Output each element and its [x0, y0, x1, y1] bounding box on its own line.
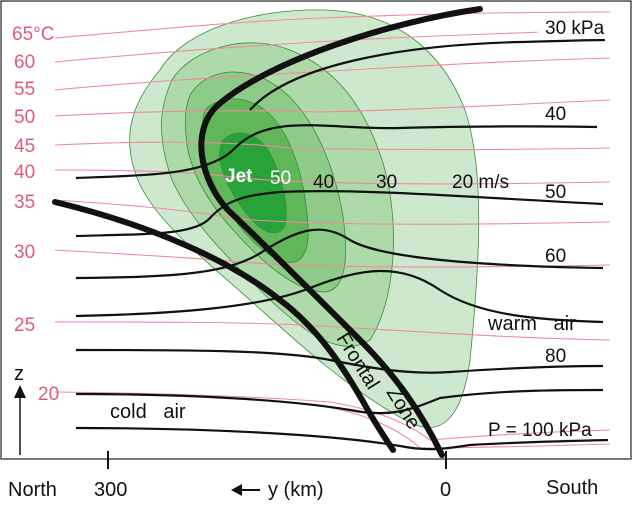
- front-lower-boundary: [52, 199, 396, 453]
- warm-air-label: warm air: [487, 313, 576, 335]
- pressure-label-30: 30 kPa: [545, 18, 605, 39]
- isobars: [75, 38, 609, 451]
- wind-label-30: 30: [376, 172, 397, 193]
- isobar-90: [75, 388, 604, 415]
- isentrope-55: [54, 57, 611, 91]
- theta-label-35: 35: [14, 192, 35, 213]
- isentrope-45: [54, 141, 611, 151]
- isentrope-65: [54, 11, 611, 39]
- front-upper-boundary: [198, 6, 483, 458]
- theta-labels: 65°C 60 55 50 45 40 35 30 25 20: [12, 24, 59, 405]
- pressure-label-40: 40: [545, 104, 566, 125]
- pressure-labels: 30 kPa 40 50 60 80 P = 100 kPa: [488, 17, 624, 441]
- pressure-label-bg: [538, 17, 624, 39]
- theta-label-30: 30: [14, 242, 35, 263]
- y-axis-label: y (km): [268, 479, 324, 501]
- z-arrow-head-icon: [14, 385, 26, 398]
- pressure-label-50: 50: [545, 182, 566, 203]
- theta-label-25: 25: [14, 315, 35, 336]
- z-axis-indicator: z: [14, 363, 26, 455]
- south-label: South: [546, 477, 598, 499]
- jet-core: [219, 132, 287, 234]
- theta-label-60: 60: [14, 52, 35, 73]
- cold-air-label: cold air: [110, 401, 186, 423]
- wind-labels: Jet 50 40 30 20 m/s: [225, 166, 509, 193]
- isobar-50: [75, 189, 604, 238]
- north-label: North: [8, 479, 57, 501]
- isobar-30: [249, 38, 606, 111]
- isobar-80: [75, 348, 604, 374]
- frontal-zone: [52, 6, 483, 458]
- theta-label-40: 40: [14, 162, 35, 183]
- theta-label-50: 50: [14, 107, 35, 128]
- isentrope-50: [54, 99, 611, 117]
- pressure-label-80: 80: [545, 346, 566, 367]
- z-axis-label: z: [14, 363, 24, 385]
- theta-label-20: 20: [38, 384, 59, 405]
- pressure-label-60: 60: [545, 246, 566, 267]
- isobar-70: [75, 269, 604, 324]
- theta-label-65: 65°C: [12, 24, 54, 45]
- wind-label-50: 50: [270, 168, 291, 189]
- y-axis: North 300 0 South y (km): [8, 451, 598, 501]
- isentrope-40: [54, 169, 611, 185]
- jet-label: Jet: [225, 166, 253, 187]
- theta-label-45: 45: [14, 136, 35, 157]
- wind-label-40: 40: [313, 172, 334, 193]
- tick-300-label: 300: [94, 479, 127, 501]
- isobar-100: [75, 426, 609, 451]
- isentrope-35: [54, 199, 611, 225]
- isentrope-30: [54, 249, 611, 268]
- tick-0-label: 0: [440, 479, 451, 501]
- isobar-40: [75, 124, 598, 180]
- isentrope-25: [54, 321, 611, 341]
- y-arrow-head-icon: [231, 484, 242, 496]
- wind-label-20: 20 m/s: [452, 172, 509, 193]
- isobar-60: [75, 228, 604, 280]
- pressure-label-100: P = 100 kPa: [488, 420, 592, 441]
- theta-label-55: 55: [14, 79, 35, 100]
